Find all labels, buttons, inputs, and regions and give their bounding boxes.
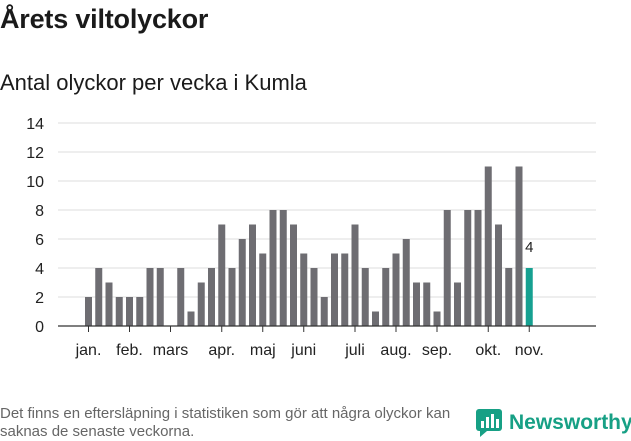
bar [105,282,113,326]
x-tick-label: sep. [422,342,452,359]
bar [454,282,461,326]
bar [290,224,297,326]
bar [413,282,420,326]
data-label: 4 [525,239,533,256]
bar [382,268,390,326]
bar [320,297,328,326]
bar [331,253,338,326]
bar [238,239,246,326]
x-tick-label: maj [250,342,276,359]
bar [474,210,482,326]
bar [464,210,472,326]
bar [187,311,195,326]
bar [126,297,133,326]
y-tick-label: 14 [26,116,44,133]
data-labels: 4 [525,239,533,256]
bar [423,282,431,326]
bar [484,166,492,326]
bar [505,268,513,326]
bar [156,268,164,326]
newsworthy-logo-icon [476,409,502,437]
bar [115,297,123,326]
y-tick-label: 10 [26,174,44,191]
x-tick-label: jan. [75,342,102,359]
bar [279,210,287,326]
bar [515,166,523,326]
chart-subtitle: Antal olyckor per vecka i Kumla [0,70,307,95]
x-tick-label: okt. [475,342,501,359]
bar [228,268,236,326]
bar [341,253,349,326]
bar [372,311,379,326]
bar [218,224,226,326]
bar [402,239,410,326]
x-tick-label: juli [344,342,365,359]
y-tick-label: 2 [35,290,44,307]
y-tick-label: 0 [35,319,44,336]
bar [95,268,103,326]
bar [392,253,400,326]
bar [249,224,256,326]
y-tick-label: 4 [35,261,44,278]
bar [495,224,502,326]
bars [85,166,533,326]
y-tick-label: 12 [26,145,44,162]
bar [361,268,369,326]
brand-name: Newsworthy [509,411,631,434]
bar [433,311,441,326]
x-tick-label: juni [290,342,316,359]
grid-lines [58,122,596,298]
bar-highlight [525,268,533,326]
x-tick-label: nov. [515,342,544,359]
bar [197,282,205,326]
bar [146,268,154,326]
x-tick-label: mars [153,342,189,359]
x-tick-label: aug. [380,342,411,359]
x-tick-label: apr. [208,342,235,359]
y-axis-ticks: 0 2 4 6 8 10 12 14 [26,116,44,336]
y-tick-label: 6 [35,232,44,249]
bar [136,297,144,326]
bar [300,253,308,326]
bar-chart: 0 2 4 6 8 10 12 14 jan. feb. mars apr. maj juni juli a… [26,116,596,359]
brand-logo: Newsworthy [476,409,631,437]
bar [208,268,215,326]
chart-title: Årets viltolyckor [0,4,209,34]
footnote: Det finns en eftersläpning i statistiken… [0,405,451,440]
bar [85,297,92,326]
x-axis: jan. feb. mars apr. maj juni juli aug. sep. okt. n… [58,325,596,359]
bar [269,210,277,326]
bar [259,253,267,326]
x-tick-label: feb. [116,342,143,359]
bar [310,268,318,326]
bar [351,224,359,326]
bar [443,210,451,326]
y-tick-label: 8 [35,203,44,220]
bar [177,268,185,326]
